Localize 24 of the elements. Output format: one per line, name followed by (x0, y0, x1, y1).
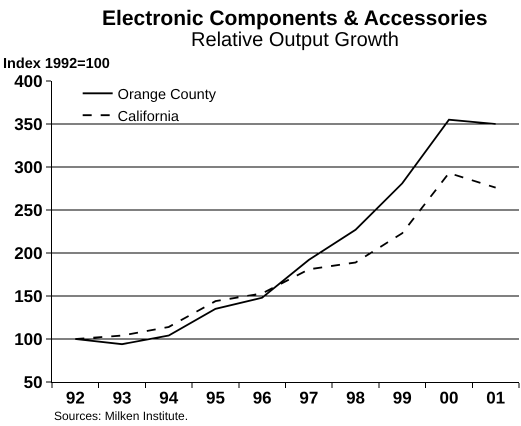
legend-label: Orange County (118, 86, 217, 103)
source-note: Sources: Milken Institute. (54, 409, 188, 423)
y-tick-label: 50 (24, 372, 43, 392)
y-tick-label: 400 (14, 72, 43, 91)
legend-label: California (118, 108, 180, 125)
y-axis-title: Index 1992=100 (3, 56, 110, 72)
x-tick-label: 96 (252, 388, 272, 408)
y-tick-label: 250 (14, 200, 43, 220)
x-tick-label: 99 (392, 388, 412, 408)
x-tick-label: 95 (206, 388, 225, 408)
x-tick-label: 00 (439, 388, 458, 408)
y-tick-label: 200 (14, 244, 43, 263)
chart-subtitle: Relative Output Growth (191, 29, 399, 51)
chart-title: Electronic Components & Accessories (102, 7, 488, 30)
y-tick-label: 350 (14, 114, 43, 134)
x-tick-label: 98 (346, 388, 366, 408)
x-tick-label: 94 (159, 388, 179, 408)
y-tick-label: 150 (14, 286, 43, 306)
x-tick-label: 01 (486, 388, 506, 408)
y-tick-label: 100 (14, 330, 43, 349)
x-tick-label: 92 (66, 388, 85, 408)
x-tick-label: 97 (299, 388, 318, 408)
y-tick-label: 300 (14, 158, 43, 177)
x-tick-label: 93 (112, 388, 132, 408)
